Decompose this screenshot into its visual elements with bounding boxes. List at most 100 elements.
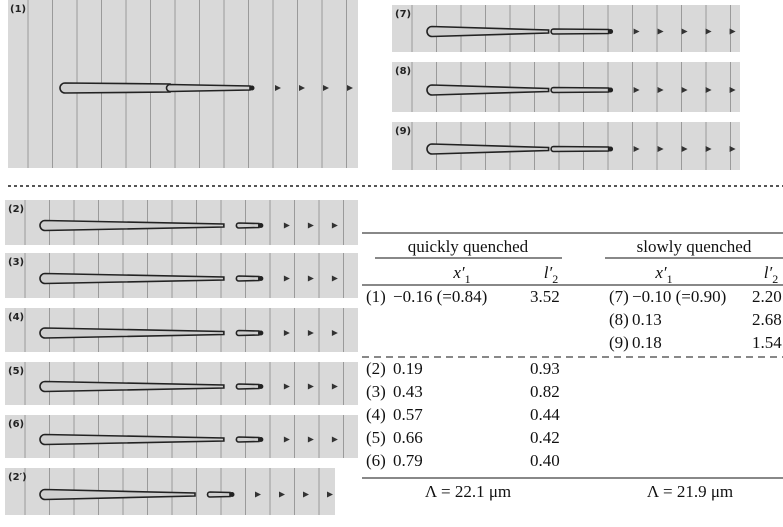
x1-value: 0.13 (632, 310, 662, 329)
symbol: l′ (764, 263, 773, 282)
micrograph-panel (5, 308, 358, 352)
micrograph-panel (5, 415, 358, 458)
x1-value: 0.18 (632, 333, 662, 352)
droplet (608, 87, 614, 93)
droplet (705, 28, 712, 35)
droplet (279, 491, 285, 498)
droplet (258, 437, 264, 442)
micrograph-panel (392, 62, 740, 112)
needle-segment (550, 145, 610, 153)
droplet (633, 87, 640, 93)
l2-value: 0.44 (530, 405, 560, 424)
footer: Λ = 21.9 μm (647, 482, 733, 501)
subscript: 2 (772, 272, 778, 286)
needle-segment (426, 143, 550, 155)
needle-segment (550, 28, 610, 35)
needle-segment (550, 86, 610, 94)
l2-value: 3.52 (530, 287, 560, 306)
droplet (283, 330, 290, 336)
panel-label: (9) (395, 126, 411, 137)
group-header: slowly quenched (637, 237, 752, 256)
panel-label: (1) (10, 4, 26, 15)
needle-segment (235, 436, 260, 443)
panel-label: (4) (8, 312, 24, 323)
micrograph-panel (5, 468, 335, 515)
needle-segment (39, 433, 225, 446)
subscript: 2 (552, 272, 558, 286)
x1-value: −0.10 (=0.90) (632, 287, 726, 306)
needle-segment (39, 380, 225, 393)
subscript: 1 (667, 272, 673, 286)
column-header: x′1 (654, 263, 672, 286)
droplet (705, 87, 712, 93)
droplet (633, 146, 640, 152)
droplet (657, 28, 664, 35)
group-header: quickly quenched (408, 237, 529, 256)
row-label: (4) (366, 405, 386, 424)
column-header: l′2 (764, 263, 778, 286)
droplet (681, 87, 688, 93)
panel-label: (3) (8, 257, 24, 268)
row-label: (2) (366, 359, 386, 378)
panel-label: (2′) (8, 472, 27, 483)
droplet (283, 383, 290, 390)
x1-value: 0.79 (393, 451, 423, 470)
symbol: x′ (452, 263, 465, 282)
droplet (331, 330, 338, 336)
droplet (283, 275, 290, 282)
x1-value: 0.43 (393, 382, 423, 401)
row-label: (9) (609, 333, 629, 352)
x1-value: 0.57 (393, 405, 423, 424)
droplet (323, 85, 329, 91)
l2-value: 1.54 (752, 333, 782, 352)
droplet (275, 85, 281, 91)
row-label: (3) (366, 382, 386, 401)
symbol: x′ (654, 263, 667, 282)
micrograph-panel (5, 362, 358, 405)
droplet (307, 436, 314, 443)
needle-segment (165, 83, 251, 93)
droplet (729, 146, 736, 152)
panel-label: (8) (395, 66, 411, 77)
droplet (681, 28, 688, 35)
row-label: (6) (366, 451, 386, 470)
row-label: (1) (366, 287, 386, 306)
column-header: l′2 (544, 263, 558, 286)
droplet (608, 29, 614, 34)
l2-value: 0.93 (530, 359, 560, 378)
panel-label: (5) (8, 366, 24, 377)
x1-value: 0.19 (393, 359, 423, 378)
droplet (258, 384, 264, 389)
droplet (303, 491, 309, 498)
l2-value: 0.42 (530, 428, 560, 447)
micrograph-panel (5, 200, 358, 245)
droplet (307, 275, 314, 282)
needle-segment (39, 219, 225, 232)
needle-segment (39, 272, 225, 285)
l2-value: 2.68 (752, 310, 782, 329)
x1-value: 0.66 (393, 428, 423, 447)
droplet (307, 222, 314, 229)
needle-segment (39, 488, 196, 501)
panel-label: (7) (395, 9, 411, 20)
micrograph-panel (8, 0, 358, 168)
droplet (331, 222, 338, 229)
needle-segment (39, 327, 225, 339)
droplet (681, 146, 688, 152)
droplet (608, 146, 614, 152)
droplet (258, 223, 264, 228)
needle-segment (59, 82, 171, 94)
droplet (255, 491, 261, 498)
droplet (657, 87, 664, 93)
needle-segment (206, 491, 231, 498)
droplet (347, 85, 353, 91)
l2-value: 0.40 (530, 451, 560, 470)
droplet (249, 85, 255, 91)
panel-label: (6) (8, 419, 24, 430)
footer: Λ = 22.1 μm (425, 482, 511, 501)
droplet (283, 436, 290, 443)
droplet (331, 275, 338, 282)
needle-segment (235, 383, 260, 390)
row-label: (8) (609, 310, 629, 329)
